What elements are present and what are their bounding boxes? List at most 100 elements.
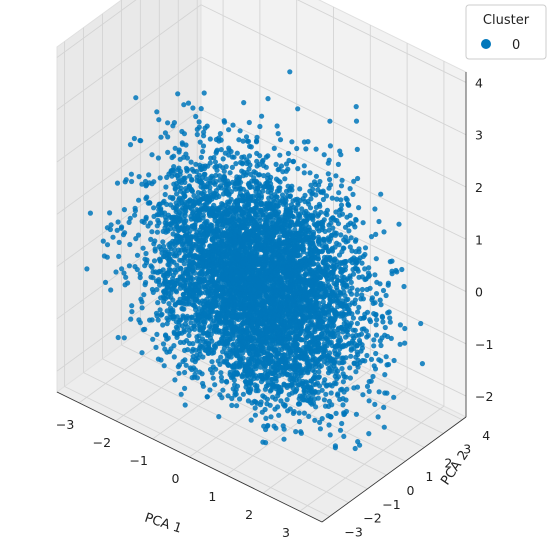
- data-point: [151, 241, 157, 247]
- data-point: [198, 269, 204, 275]
- data-point: [277, 137, 284, 143]
- data-point: [316, 374, 322, 381]
- data-point: [157, 175, 163, 181]
- data-point: [146, 180, 152, 186]
- data-point: [256, 181, 262, 187]
- data-point: [219, 201, 225, 207]
- data-point: [177, 156, 183, 162]
- data-point: [276, 166, 282, 172]
- data-point: [293, 355, 299, 361]
- data-point: [148, 236, 154, 242]
- data-point: [266, 230, 272, 236]
- data-point: [378, 191, 384, 197]
- data-point: [151, 205, 157, 211]
- data-point: [311, 179, 318, 185]
- data-point: [162, 130, 168, 136]
- data-point: [333, 281, 340, 287]
- data-point: [200, 212, 206, 218]
- data-point: [349, 300, 355, 306]
- data-point: [326, 227, 332, 233]
- data-point: [325, 160, 331, 166]
- data-point: [265, 238, 271, 244]
- data-point: [197, 139, 203, 145]
- data-point: [324, 212, 330, 218]
- data-point: [246, 153, 253, 159]
- data-point: [259, 113, 265, 119]
- data-point: [338, 183, 345, 189]
- data-point: [387, 315, 393, 321]
- data-point: [382, 324, 388, 331]
- data-point: [162, 210, 168, 216]
- data-point: [156, 117, 162, 123]
- data-point: [274, 188, 280, 194]
- data-point: [401, 283, 407, 290]
- data-point: [293, 273, 299, 279]
- data-point: [296, 236, 302, 242]
- data-point: [154, 109, 160, 115]
- data-point: [158, 134, 164, 140]
- data-point: [297, 222, 303, 228]
- data-point: [333, 173, 339, 179]
- data-point: [350, 191, 356, 197]
- data-point: [208, 175, 214, 181]
- data-point: [312, 267, 318, 273]
- data-point: [201, 129, 207, 135]
- data-point: [313, 173, 319, 179]
- data-point: [165, 149, 171, 155]
- data-point: [275, 131, 281, 137]
- data-point: [338, 337, 344, 343]
- data-point: [233, 161, 239, 167]
- data-point: [326, 264, 332, 270]
- data-point: [284, 397, 290, 403]
- data-point: [306, 413, 312, 419]
- data-point: [233, 186, 239, 192]
- data-point: [320, 294, 326, 300]
- data-point: [289, 219, 295, 225]
- data-point: [317, 383, 323, 389]
- data-point: [284, 372, 290, 378]
- data-point: [267, 177, 273, 183]
- data-point: [328, 390, 334, 396]
- data-point: [340, 371, 346, 377]
- data-point: [216, 173, 223, 179]
- data-point: [376, 218, 382, 225]
- data-point: [224, 252, 230, 258]
- data-point: [375, 414, 381, 420]
- data-point: [336, 242, 342, 248]
- data-point: [245, 193, 251, 199]
- data-point: [349, 285, 355, 291]
- data-point: [367, 318, 374, 325]
- data-point: [353, 216, 359, 223]
- data-point: [339, 177, 345, 183]
- data-point: [346, 307, 352, 313]
- data-point: [385, 361, 392, 368]
- data-point: [381, 229, 387, 235]
- data-point: [209, 359, 215, 365]
- x-axis-line: [56, 391, 323, 523]
- data-point: [315, 187, 321, 193]
- data-point: [297, 336, 303, 342]
- data-point: [273, 176, 280, 182]
- data-point: [311, 261, 317, 267]
- data-point: [336, 190, 342, 196]
- data-point: [234, 201, 240, 208]
- data-point: [354, 320, 360, 327]
- data-point: [352, 327, 358, 333]
- data-point: [325, 278, 331, 284]
- data-point: [252, 249, 258, 255]
- data-point: [378, 358, 384, 364]
- data-point: [289, 183, 295, 189]
- data-point: [154, 229, 160, 235]
- data-point: [338, 300, 344, 307]
- data-point: [366, 431, 372, 437]
- data-point: [379, 313, 385, 319]
- data-point: [402, 325, 408, 332]
- data-point: [326, 222, 332, 228]
- data-point: [373, 332, 380, 338]
- data-point: [299, 206, 305, 212]
- data-point: [307, 188, 313, 194]
- data-point: [320, 196, 326, 203]
- data-point: [378, 302, 384, 308]
- data-point: [297, 215, 303, 221]
- data-point: [324, 207, 330, 213]
